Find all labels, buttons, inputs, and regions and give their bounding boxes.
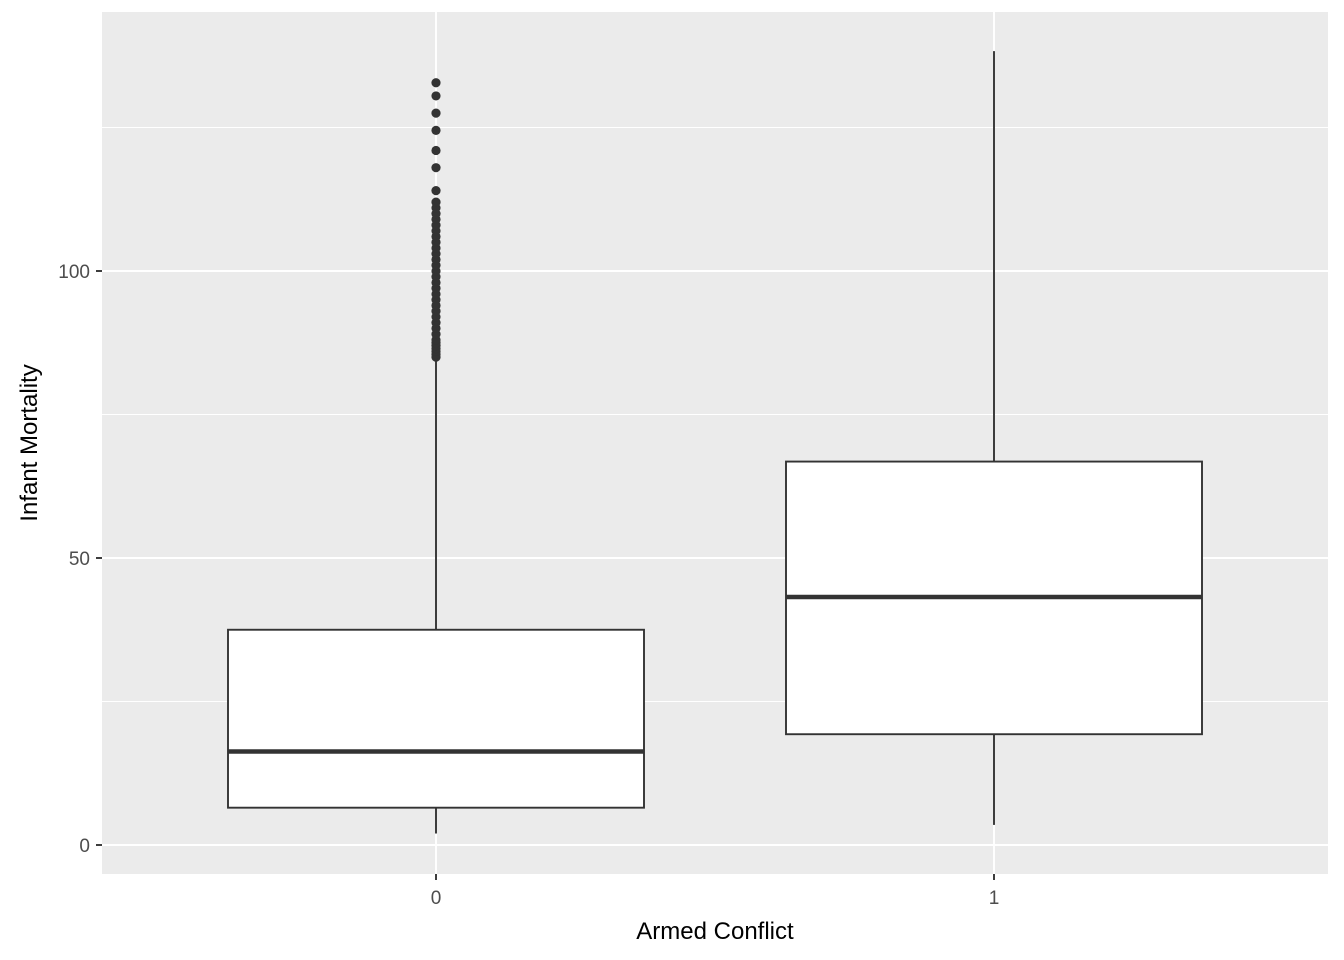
outlier-point	[431, 91, 441, 101]
y-tick-label: 50	[69, 549, 90, 570]
outlier-point	[431, 197, 441, 207]
outlier-point	[431, 186, 441, 196]
x-tick-label: 0	[431, 888, 442, 909]
x-tick-label: 1	[989, 888, 1000, 909]
box-group-0	[227, 78, 645, 834]
y-axis-title: Infant Mortality	[16, 364, 43, 521]
y-tick-label: 100	[58, 262, 90, 283]
x-axis-title: Armed Conflict	[636, 918, 794, 945]
box-group-1	[785, 51, 1203, 825]
outlier-point	[431, 78, 441, 88]
outlier-point	[431, 108, 441, 118]
axes: 0 50 100 0 1	[58, 262, 999, 909]
outlier-point	[431, 145, 441, 156]
y-tick-label: 0	[79, 836, 90, 857]
outlier-point	[431, 163, 441, 173]
box-iqr	[227, 628, 645, 809]
boxes	[227, 51, 1203, 834]
outlier-point	[431, 125, 441, 135]
